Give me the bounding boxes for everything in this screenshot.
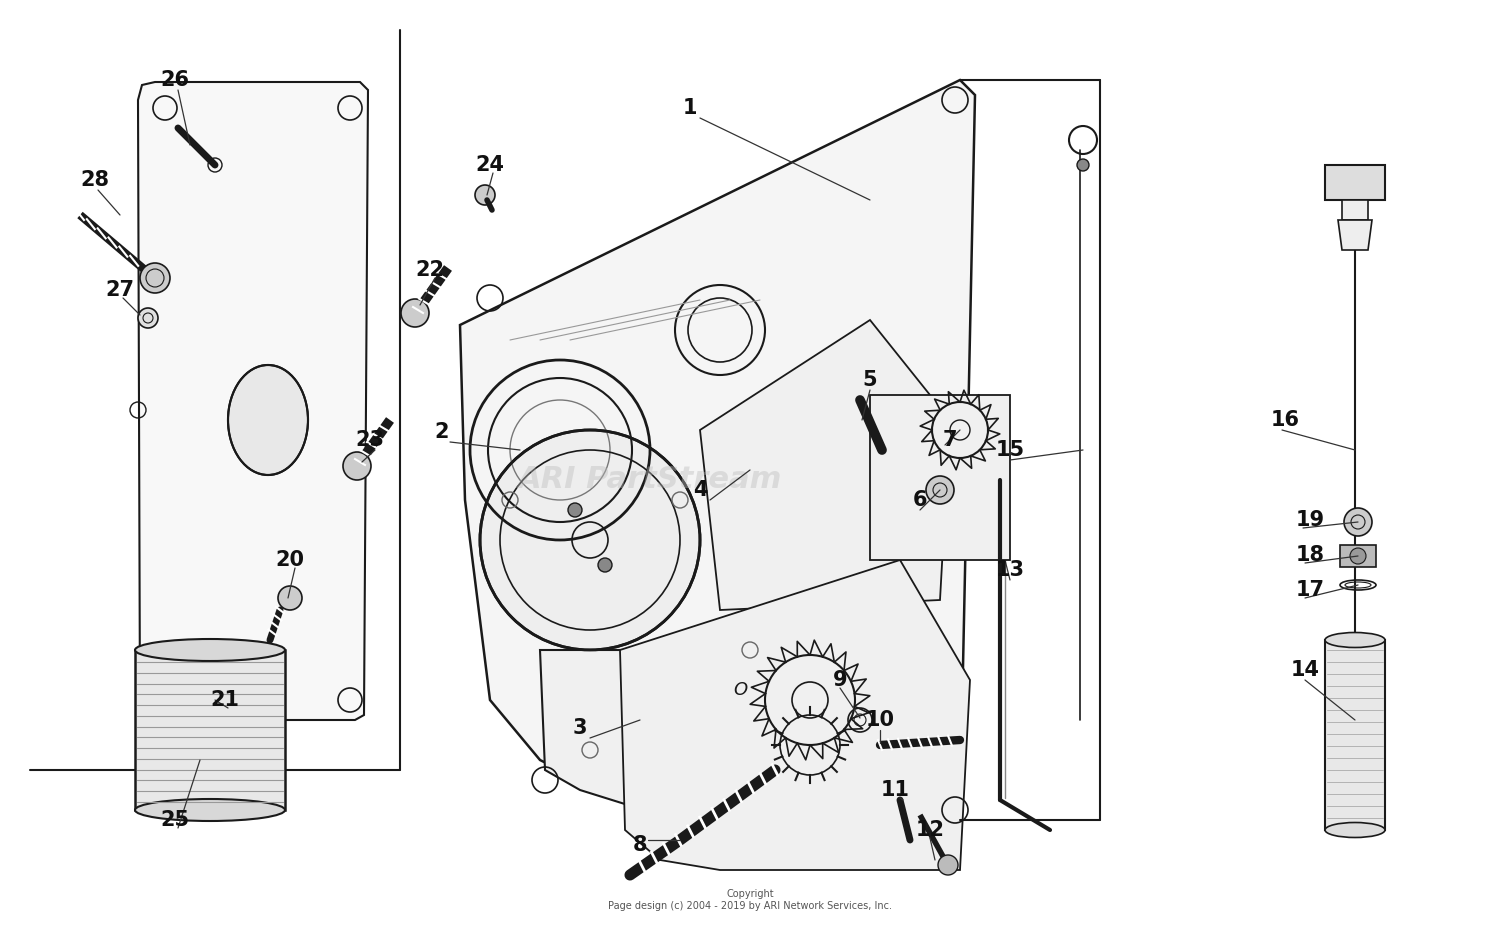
Circle shape (278, 586, 302, 610)
Text: 20: 20 (276, 550, 304, 570)
Text: 18: 18 (1296, 545, 1324, 565)
Circle shape (1350, 548, 1366, 564)
Text: 25: 25 (160, 810, 189, 830)
Text: 6: 6 (912, 490, 927, 510)
Text: 4: 4 (693, 480, 708, 500)
Ellipse shape (135, 639, 285, 661)
Circle shape (1344, 508, 1372, 536)
Bar (1340, 545, 1376, 567)
Text: ARI PartStream: ARI PartStream (518, 465, 782, 495)
Text: 8: 8 (633, 835, 648, 855)
Text: 17: 17 (1296, 580, 1324, 600)
Polygon shape (540, 650, 956, 835)
Polygon shape (700, 320, 950, 610)
Text: 7: 7 (942, 430, 957, 450)
Text: 16: 16 (1270, 410, 1299, 430)
Circle shape (568, 503, 582, 517)
Polygon shape (1338, 220, 1372, 250)
Text: 9: 9 (833, 670, 848, 690)
Text: 1: 1 (682, 98, 698, 118)
Polygon shape (138, 82, 368, 720)
Text: 27: 27 (105, 280, 135, 300)
Text: 19: 19 (1296, 510, 1324, 530)
Text: 23: 23 (356, 430, 384, 450)
Text: 21: 21 (210, 690, 240, 710)
Circle shape (598, 558, 612, 572)
Polygon shape (460, 80, 975, 835)
Text: 26: 26 (160, 70, 189, 90)
Text: 5: 5 (862, 370, 877, 390)
Text: 10: 10 (865, 710, 894, 730)
Circle shape (476, 185, 495, 205)
Circle shape (926, 476, 954, 504)
Ellipse shape (1324, 632, 1384, 647)
Text: Copyright
Page design (c) 2004 - 2019 by ARI Network Services, Inc.: Copyright Page design (c) 2004 - 2019 by… (608, 889, 892, 911)
Text: 11: 11 (880, 780, 909, 800)
Text: 15: 15 (996, 440, 1024, 460)
Circle shape (400, 299, 429, 327)
Polygon shape (870, 395, 1010, 560)
Text: 12: 12 (915, 820, 945, 840)
Ellipse shape (135, 799, 285, 821)
Bar (1324, 165, 1384, 200)
Bar (1324, 640, 1384, 830)
Polygon shape (620, 560, 970, 870)
Text: 24: 24 (476, 155, 504, 175)
Circle shape (480, 430, 700, 650)
Text: O: O (734, 681, 747, 699)
Circle shape (344, 452, 370, 480)
Bar (135, 650, 285, 810)
Text: 2: 2 (435, 422, 450, 442)
Circle shape (140, 263, 170, 293)
Ellipse shape (1324, 822, 1384, 837)
Circle shape (138, 308, 158, 328)
Text: 22: 22 (416, 260, 444, 280)
Text: 28: 28 (81, 170, 110, 190)
Circle shape (938, 855, 958, 875)
Circle shape (1077, 159, 1089, 171)
Ellipse shape (228, 365, 308, 475)
Text: 14: 14 (1290, 660, 1320, 680)
Text: 3: 3 (573, 718, 588, 738)
Bar (1342, 200, 1368, 220)
Text: 13: 13 (996, 560, 1024, 580)
